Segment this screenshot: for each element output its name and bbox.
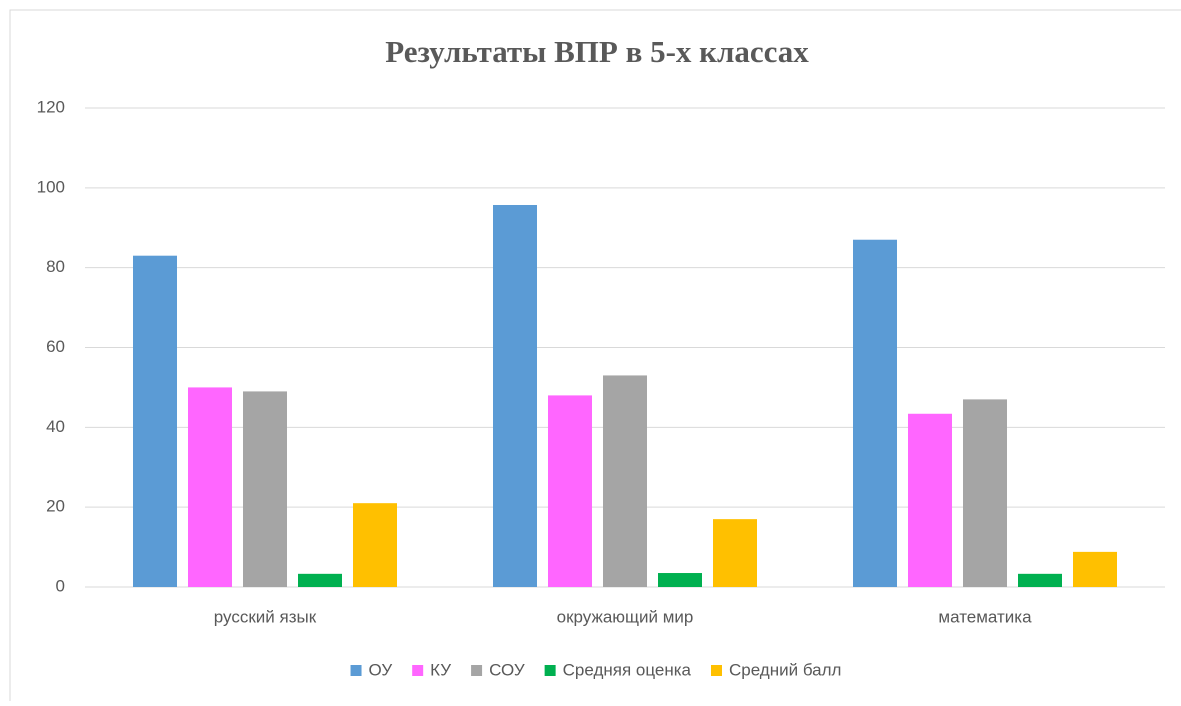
bar: [853, 239, 897, 587]
y-tick-label: 120: [37, 97, 65, 116]
bar: [1073, 551, 1117, 587]
bar: [1018, 573, 1062, 587]
bar: [188, 387, 232, 587]
y-tick-label: 100: [37, 177, 65, 196]
legend-swatch: [544, 665, 556, 676]
legend-label: СОУ: [489, 660, 525, 679]
y-tick-label: 80: [46, 257, 65, 276]
bar: [658, 573, 702, 587]
x-tick-label: окружающий мир: [557, 607, 694, 626]
legend-label: Средний балл: [729, 660, 841, 679]
legend-label: КУ: [430, 660, 451, 679]
bar: [133, 255, 177, 588]
legend-swatch: [471, 665, 483, 676]
legend-swatch: [710, 665, 722, 676]
y-tick-label: 60: [46, 337, 65, 356]
bar: [298, 573, 342, 587]
legend-swatch: [350, 665, 362, 676]
bar: [908, 413, 952, 587]
y-tick-label: 40: [46, 417, 65, 436]
x-tick-label: математика: [938, 607, 1032, 626]
y-tick-label: 20: [46, 497, 65, 516]
chart-title: Результаты ВПР в 5-х классах: [385, 34, 809, 69]
legend-swatch: [412, 665, 424, 676]
x-tick-label: русский язык: [214, 607, 317, 626]
legend-label: ОУ: [369, 660, 393, 679]
bar: [548, 395, 592, 587]
bar: [353, 503, 397, 587]
legend-label: Средняя оценка: [563, 660, 692, 679]
y-tick-label: 0: [56, 576, 65, 595]
bar: [493, 204, 537, 587]
bar: [963, 399, 1007, 587]
bar: [603, 375, 647, 587]
bar: [243, 391, 287, 587]
chart-border: [9, 9, 1181, 706]
bar: [713, 519, 757, 587]
